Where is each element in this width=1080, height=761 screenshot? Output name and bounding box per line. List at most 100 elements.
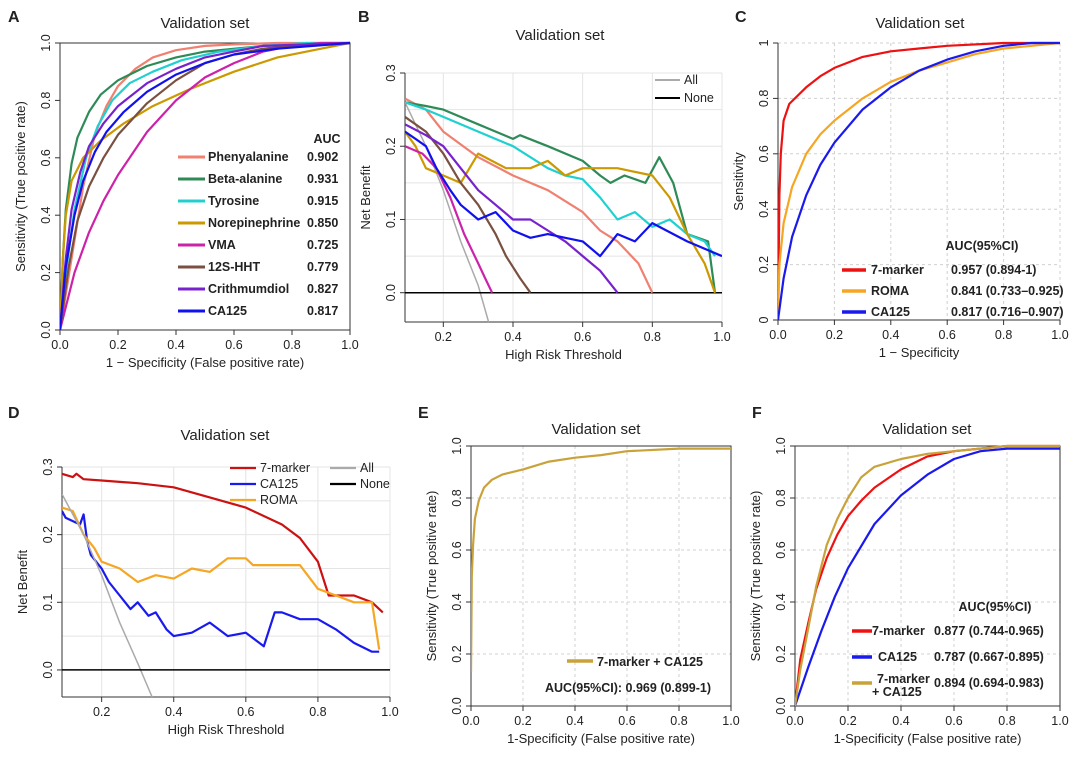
legend-label: 7-marker + CA125 [597,655,703,669]
series-line-7-marker [795,444,1060,707]
y-tick-label: 0.8 [757,90,771,107]
legend-header: AUC(95%CI) [959,600,1032,614]
series-line-7-marker [778,41,1060,321]
y-tick-label: 0.2 [774,645,788,662]
y-tick-label: 0.0 [39,321,53,338]
series-line-all [405,101,490,323]
series-line-ca125 [795,447,1060,707]
x-tick-label: 0.8 [995,328,1012,342]
legend-label: + CA125 [872,685,922,699]
x-axis-label: 1-Specificity (False positive rate) [834,731,1022,746]
legend-label: Phenyalanine [208,150,289,164]
panel-letter: F [752,405,762,422]
series-line-crithmumdiol [60,41,350,331]
x-tick-label: 0.0 [51,338,68,352]
legend-auc: 0.877 (0.744-0.965) [934,624,1044,638]
x-tick-label: 0.8 [670,714,687,728]
legend-auc: 0.817 (0.716–0.907) [951,305,1064,319]
panel-e: E Validation set 0.0 0.2 0.4 0.6 0.8 1.0 0.0 0.2 0… [418,405,740,746]
y-tick-label: 0.2 [384,138,398,155]
legend-label: Crithmumdiol [208,282,289,296]
y-tick-label: 0.8 [774,489,788,506]
series-line-ca125 [405,130,722,258]
legend-header: AUC(95%CI) [946,239,1019,253]
series-line-ca125 [62,510,380,653]
y-tick-label: 0.6 [774,541,788,558]
legend-label: CA125 [871,305,910,319]
panel-f: F Validation set 0.0 0.2 0.4 0.6 0.8 1.0 0.0 0.2 0… [748,405,1069,746]
y-tick-label: 0.2 [39,264,53,281]
x-tick-label: 0.2 [109,338,126,352]
x-tick-label: 0.2 [826,328,843,342]
legend-label: None [684,91,714,105]
panel-letter: A [8,9,20,26]
y-tick-label: 0.4 [774,593,788,610]
legend-label: 7-marker [260,461,310,475]
series-line-ca125 [778,41,1060,321]
series-line-phenyalanine [60,41,350,331]
chart-title: Validation set [181,427,271,444]
x-tick-label: 0.6 [574,330,591,344]
legend-auc: 0.957 (0.894-1) [951,263,1036,277]
chart-title: Validation set [516,27,606,44]
legend-label: Norepinephrine [208,216,300,230]
legend-label: 12S-HHT [208,260,260,274]
series-line-vma [405,145,494,294]
chart-title: Validation set [883,421,973,438]
y-tick-label: 0.0 [384,284,398,301]
panel-letter: E [418,405,429,422]
plot-frame [794,445,1061,707]
x-tick-label: 0.4 [167,338,184,352]
x-tick-label: 0.6 [237,705,254,719]
y-tick-label: 0.0 [41,661,55,678]
x-tick-label: 0.0 [769,328,786,342]
legend-label: All [360,461,374,475]
x-tick-label: 0.4 [882,328,899,342]
y-tick-label: 1.0 [774,437,788,454]
series-line-all [62,493,153,698]
legend-auc: 0.725 [307,238,338,252]
legend-label: All [684,73,698,87]
legend-auc: 0.850 [307,216,338,230]
y-tick-label: 0.2 [450,645,464,662]
series-line-crithmumdiol [405,123,619,294]
panel-c: C Validation set 0.0 0.2 0.4 0.6 0.8 1.0 0 0.2 0.4… [731,9,1069,360]
y-tick-label: 0.4 [757,200,771,217]
x-tick-label: 0.8 [644,330,661,344]
y-tick-label: 0.8 [39,92,53,109]
x-tick-label: 0.8 [309,705,326,719]
legend-label: CA125 [260,477,298,491]
series-line-phenyalanine [405,97,654,294]
x-tick-label: 0.8 [998,714,1015,728]
y-tick-label: 0 [757,316,771,323]
x-tick-label: 0.2 [435,330,452,344]
y-tick-label: 0.2 [41,526,55,543]
legend-auc: 0.894 (0.694-0.983) [934,676,1044,690]
y-tick-label: 0.3 [384,64,398,81]
y-tick-label: 0.6 [39,149,53,166]
x-axis-label: 1-Specificity (False positive rate) [507,731,695,746]
x-axis-label: High Risk Threshold [505,347,622,362]
legend-label: CA125 [878,650,917,664]
panel-b: B Validation set 0.2 0.4 0.6 0.8 1.0 0.0 0.1 0.2 0… [358,9,731,362]
x-tick-label: 1.0 [381,705,398,719]
plot-frame [59,42,351,331]
x-tick-label: 0.0 [786,714,803,728]
legend-auc: 0.915 [307,194,338,208]
legend-auc: 0.827 [307,282,338,296]
y-tick-label: 1.0 [450,437,464,454]
x-tick-label: 0.2 [514,714,531,728]
x-tick-label: 0.4 [165,705,182,719]
x-tick-label: 0.6 [225,338,242,352]
y-axis-label: Net Benefit [15,549,30,614]
y-axis-label: Net Benefit [358,165,373,230]
x-axis-label: 1 − Specificity (False positive rate) [106,355,304,370]
series-line-7-marker-ca125 [471,447,731,673]
x-tick-label: 0.2 [93,705,110,719]
x-tick-label: 0.4 [892,714,909,728]
series-line-12s-hht [60,41,350,331]
x-tick-label: 0.4 [504,330,521,344]
y-tick-label: 0.3 [41,458,55,475]
legend-auc: 0.779 [307,260,338,274]
